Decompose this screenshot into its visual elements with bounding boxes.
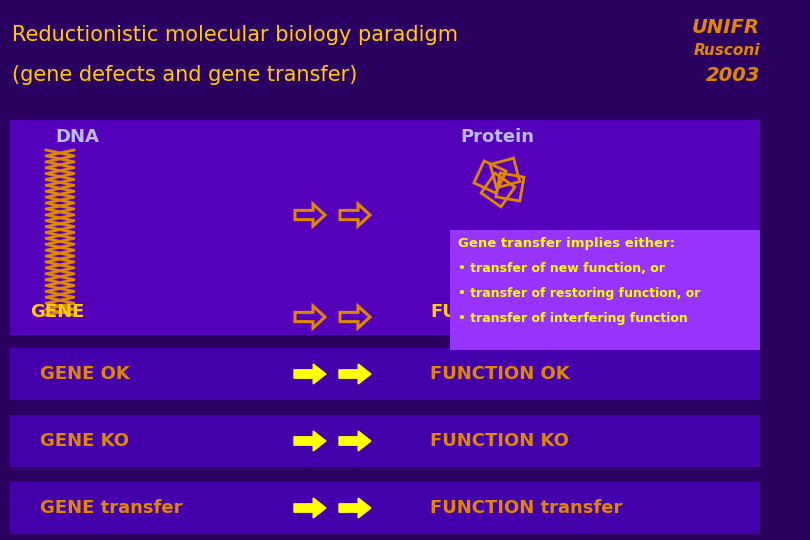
Polygon shape [294,431,326,451]
Text: FUNCTION(s): FUNCTION(s) [430,303,561,321]
Text: FUNCTION KO: FUNCTION KO [430,432,569,450]
Polygon shape [294,364,326,384]
Text: • transfer of restoring function, or: • transfer of restoring function, or [458,287,701,300]
Text: FUNCTION transfer: FUNCTION transfer [430,499,622,517]
Text: GENE OK: GENE OK [40,365,130,383]
FancyBboxPatch shape [10,348,760,400]
FancyBboxPatch shape [10,415,760,467]
Polygon shape [339,364,371,384]
Text: GENE: GENE [30,303,84,321]
Polygon shape [339,431,371,451]
Polygon shape [339,498,371,518]
Text: (gene defects and gene transfer): (gene defects and gene transfer) [12,65,357,85]
FancyBboxPatch shape [10,120,760,335]
Text: • transfer of new function, or: • transfer of new function, or [458,262,665,275]
Text: Gene transfer implies either:: Gene transfer implies either: [458,237,675,250]
Text: GENE KO: GENE KO [40,432,129,450]
Text: • transfer of interfering function: • transfer of interfering function [458,312,688,325]
Text: Protein: Protein [460,128,534,146]
FancyBboxPatch shape [450,230,760,350]
Text: UNIFR: UNIFR [692,18,760,37]
Text: GENE transfer: GENE transfer [40,499,182,517]
Text: DNA: DNA [55,128,99,146]
Text: Rusconi: Rusconi [693,43,760,58]
Polygon shape [294,498,326,518]
Text: 2003: 2003 [706,66,760,85]
FancyBboxPatch shape [10,482,760,534]
Text: Reductionistic molecular biology paradigm: Reductionistic molecular biology paradig… [12,25,458,45]
Text: FUNCTION OK: FUNCTION OK [430,365,569,383]
